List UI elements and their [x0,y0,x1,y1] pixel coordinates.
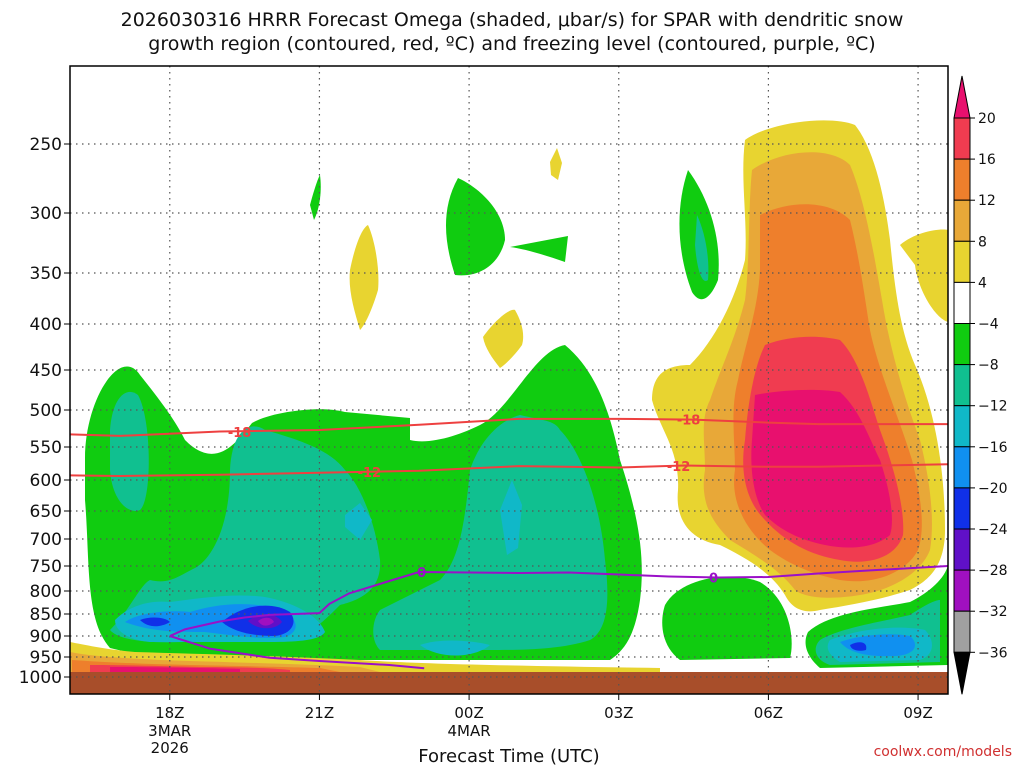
colorbar-tick-label: −16 [978,440,1008,456]
dendritic-contour-label: -12 [358,466,382,481]
colorbar-swatch [953,240,971,283]
omega-region [420,640,490,656]
colorbar-tick-label: 4 [978,275,987,291]
x-tick-sublabel: 2026 [151,739,189,757]
y-tick-label: 750 [30,557,62,577]
title-line-1: 2026030316 HRRR Forecast Omega (shaded, … [120,9,904,31]
dendritic-contour-label: -12 [667,460,691,475]
colorbar-swatch [953,405,971,448]
y-tick-label: 950 [30,648,62,668]
colorbar-swatch [953,281,971,324]
title-line-2: growth region (contoured, red, ºC) and f… [148,33,876,55]
y-tick-label: 350 [30,264,62,284]
x-tick-label: 00Z [454,704,483,722]
colorbar-swatch [953,199,971,242]
colorbar-tick-label: −32 [978,604,1008,620]
omega-region [751,389,892,548]
omega-region [110,667,240,672]
ground [70,672,948,694]
dendritic-contour-label: -18 [677,414,701,429]
y-tick-label: 700 [30,530,62,550]
colorbar-tick-label: 16 [978,152,996,168]
omega-region [258,617,274,626]
colorbar-swatch [953,158,971,201]
colorbar-swatch [953,569,971,612]
omega-region [483,309,524,368]
colorbar-arrow-top [953,75,971,119]
y-tick-label: 400 [30,315,62,335]
colorbar-swatch [953,446,971,489]
colorbar-tick-label: 12 [978,193,996,209]
plot-frame [69,65,949,695]
y-axis: 2503003504004505005506006507007508008509… [19,135,70,688]
colorbar-tick-label: −28 [978,563,1008,579]
y-tick-label: 800 [30,582,62,602]
freezing-level-line [169,635,425,670]
colorbar-swatch [953,610,971,653]
colorbar-tick-label: −24 [978,522,1008,538]
colorbar-swatch [953,323,971,366]
x-tick-label: 18Z [155,704,184,722]
colorbar-swatch [953,364,971,407]
y-tick-label: 500 [30,401,62,421]
omega-region [850,642,867,651]
colorbar-swatch [953,117,971,160]
omega-region [662,576,792,660]
omega-region [310,175,321,220]
omega-region [510,236,568,262]
colorbar-tick-label: 20 [978,111,996,127]
contours: -18 -18 -12 -12 0 0 [70,414,948,670]
x-tick-sublabel: 4MAR [448,722,491,740]
omega-region [500,480,522,555]
colorbar-swatch [953,528,971,571]
x-tick-label: 09Z [903,704,932,722]
omega-region [550,148,562,180]
omega-region [445,178,505,276]
omega-region [110,426,381,643]
y-tick-label: 850 [30,605,62,625]
colorbar: 20 16 12 8 4 −4 −8 −12 −16 −20 −24 −28 −32 −36 [953,75,1008,695]
freezing-level-line [169,565,948,637]
colorbar-tick-label: −20 [978,481,1008,497]
x-tick-label: 03Z [604,704,633,722]
omega-region [110,391,149,511]
credit-link[interactable]: coolwx.com/models [873,744,1012,760]
omega-shading [70,120,948,694]
colorbar-tick-label: −36 [978,645,1008,661]
colorbar-tick-label: −12 [978,399,1008,415]
grid [70,66,948,694]
omega-region [140,617,170,627]
x-tick-sublabel: 3MAR [148,722,191,740]
x-tick-label: 06Z [754,704,783,722]
y-tick-label: 600 [30,471,62,491]
chart-title: 2026030316 HRRR Forecast Omega (shaded, … [0,8,1024,56]
omega-region [345,503,372,540]
omega-region [349,225,379,330]
colorbar-tick-label: 8 [978,234,987,250]
y-tick-label: 650 [30,502,62,522]
colorbar-tick-label: −4 [978,317,999,333]
y-tick-label: 1000 [19,668,62,688]
dendritic-contour-label: -18 [228,426,252,441]
y-tick-label: 250 [30,135,62,155]
y-tick-label: 450 [30,361,62,381]
freezing-level-label: 0 [417,566,426,581]
colorbar-tick-label: −8 [978,358,999,374]
dendritic-contour-line [70,417,948,437]
dendritic-contour-line [70,463,948,477]
y-tick-label: 900 [30,627,62,647]
x-tick-label: 21Z [305,704,334,722]
x-axis-label: Forecast Time (UTC) [418,746,599,767]
y-tick-label: 550 [30,438,62,458]
freezing-level-label: 0 [709,572,718,587]
omega-region [695,215,709,281]
colorbar-arrow-bottom [953,651,971,695]
omega-region [900,229,948,322]
y-tick-label: 300 [30,204,62,224]
omega-region [373,415,608,650]
colorbar-swatch [953,487,971,530]
